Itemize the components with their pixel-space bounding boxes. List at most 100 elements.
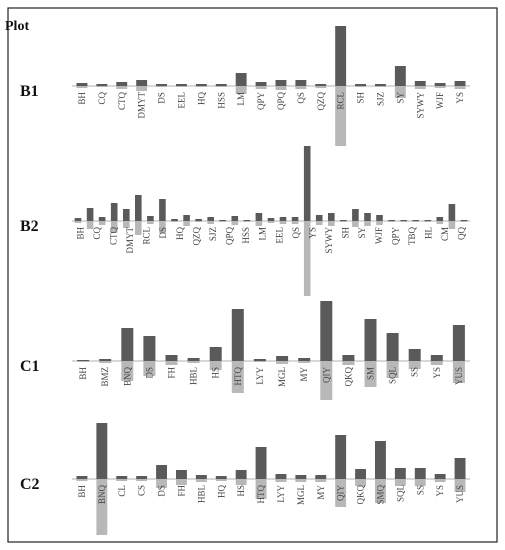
- bar-down: [364, 221, 371, 226]
- bar-up: [96, 423, 108, 479]
- bar-up: [315, 215, 323, 221]
- bar-up: [219, 220, 226, 221]
- tick-label: QZQ: [191, 227, 201, 246]
- bar-down: [355, 479, 366, 486]
- bar-up: [110, 203, 118, 221]
- bar-down: [400, 221, 407, 222]
- tick-label: CM: [440, 227, 450, 241]
- bar-down: [96, 479, 108, 535]
- tick-label: SYWY: [324, 226, 334, 253]
- bar-down: [156, 86, 167, 87]
- tick-label: BH: [78, 367, 88, 380]
- bar-down: [315, 86, 327, 88]
- bar-up: [355, 469, 366, 479]
- bar-up: [76, 476, 88, 479]
- bar-up: [335, 26, 347, 86]
- bar-down: [340, 221, 347, 222]
- bar-up: [276, 356, 289, 361]
- tick-label: QPY: [256, 91, 266, 110]
- bar-up: [159, 199, 166, 221]
- tick-label: SH: [341, 226, 351, 238]
- bar-down: [335, 479, 347, 507]
- bar-up: [394, 66, 406, 86]
- bar-down: [452, 361, 465, 383]
- bar-down: [315, 479, 327, 482]
- bar-up: [165, 355, 178, 361]
- bar-up: [340, 220, 347, 221]
- bar-down: [275, 479, 287, 482]
- tick-label: HTQ: [256, 484, 266, 503]
- bar-down: [207, 221, 214, 224]
- bar-up: [116, 82, 128, 86]
- tick-label: QS: [291, 227, 301, 239]
- bar-down: [448, 221, 456, 229]
- bar-up: [376, 215, 383, 221]
- bar-down: [74, 221, 82, 223]
- bar-up: [231, 309, 244, 361]
- bar-down: [295, 86, 307, 89]
- bar-down: [460, 221, 468, 222]
- bar-up: [364, 213, 371, 221]
- bar-down: [430, 361, 443, 365]
- tick-label: FH: [176, 484, 186, 496]
- bar-up: [275, 80, 287, 86]
- tick-label: MY: [299, 367, 309, 382]
- bar-up: [412, 220, 419, 221]
- tick-label: HS: [211, 367, 221, 379]
- bar-down: [156, 479, 167, 488]
- row-c1: C1 BH BMZ BNQ DS FH HBL HS HTQ LYY MGL MY QIY QKQ SM SQ…: [20, 301, 470, 400]
- tick-label: HTQ: [233, 366, 243, 385]
- bar-up: [215, 84, 227, 86]
- bar-down: [209, 361, 222, 370]
- tick-label: DS: [157, 485, 167, 497]
- tick-label: QQ: [457, 226, 467, 239]
- tick-label: QPQ: [276, 91, 286, 110]
- tick-label: SY: [395, 91, 405, 103]
- tick-label: WJF: [435, 92, 445, 109]
- tick-label: QIY: [321, 367, 331, 383]
- bar-up: [207, 217, 214, 221]
- tick-label: HSS: [216, 92, 226, 109]
- tick-label: LYY: [255, 366, 265, 384]
- bar-up: [253, 359, 266, 361]
- bar-down: [276, 361, 289, 364]
- bar-up: [98, 217, 106, 221]
- tick-label: SQL: [388, 367, 398, 384]
- tick-label: SS: [415, 485, 425, 495]
- bar-down: [255, 221, 263, 226]
- bar-down: [76, 86, 88, 88]
- tick-label: EEL: [274, 227, 284, 244]
- bar-down: [355, 86, 366, 87]
- tick-label: YUS: [455, 485, 465, 503]
- tick-label: QKQ: [356, 484, 366, 504]
- tick-label: FH: [167, 367, 177, 379]
- bar-up: [243, 220, 251, 221]
- bar-down: [303, 221, 311, 296]
- row-label: B1: [20, 83, 39, 100]
- tick-label: SM: [366, 367, 376, 380]
- bar-up: [355, 84, 366, 86]
- bar-up: [434, 83, 446, 86]
- row-c2: C2 BH BNQ CL CS DS FH HBL HQ HS HTQ LYY MGL MY QIY QKQ S…: [20, 423, 470, 535]
- tick-label: HQ: [216, 485, 226, 498]
- bar-down: [235, 86, 247, 94]
- bar-down: [195, 86, 207, 87]
- bar-down: [121, 361, 134, 381]
- tick-label: SMQ: [375, 484, 385, 504]
- tick-label: SYWY: [415, 92, 425, 119]
- bar-down: [110, 221, 118, 233]
- bar-up: [315, 84, 327, 86]
- tick-label: YS: [455, 92, 465, 104]
- bar-down: [388, 221, 395, 222]
- bar-up: [295, 80, 307, 86]
- bar-down: [434, 479, 446, 482]
- bar-down: [267, 221, 275, 223]
- bar-up: [156, 84, 167, 86]
- bar-down: [195, 221, 202, 222]
- bar-down: [76, 479, 88, 481]
- bar-down: [253, 361, 266, 362]
- bar-up: [183, 215, 190, 221]
- tick-label: DMYT: [125, 226, 135, 253]
- bar-down: [116, 86, 128, 89]
- tick-label: LM: [258, 227, 268, 241]
